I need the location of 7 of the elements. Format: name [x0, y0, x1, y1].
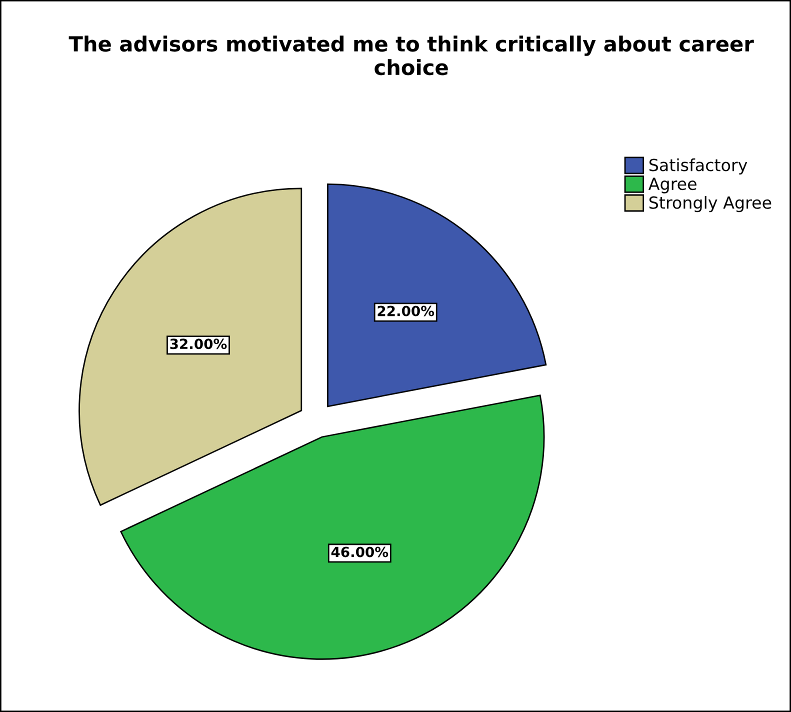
- chart-title: The advisors motivated me to think critically about career choice: [68, 36, 754, 76]
- data-label: 22.00%: [378, 306, 434, 316]
- data-label: 46.00%: [331, 546, 388, 558]
- legend-label: Strongly Agree: [649, 196, 772, 212]
- data-label: 32.00%: [170, 338, 227, 350]
- legend-label: Satisfactory: [649, 158, 748, 175]
- legend-label: Agree: [648, 178, 696, 194]
